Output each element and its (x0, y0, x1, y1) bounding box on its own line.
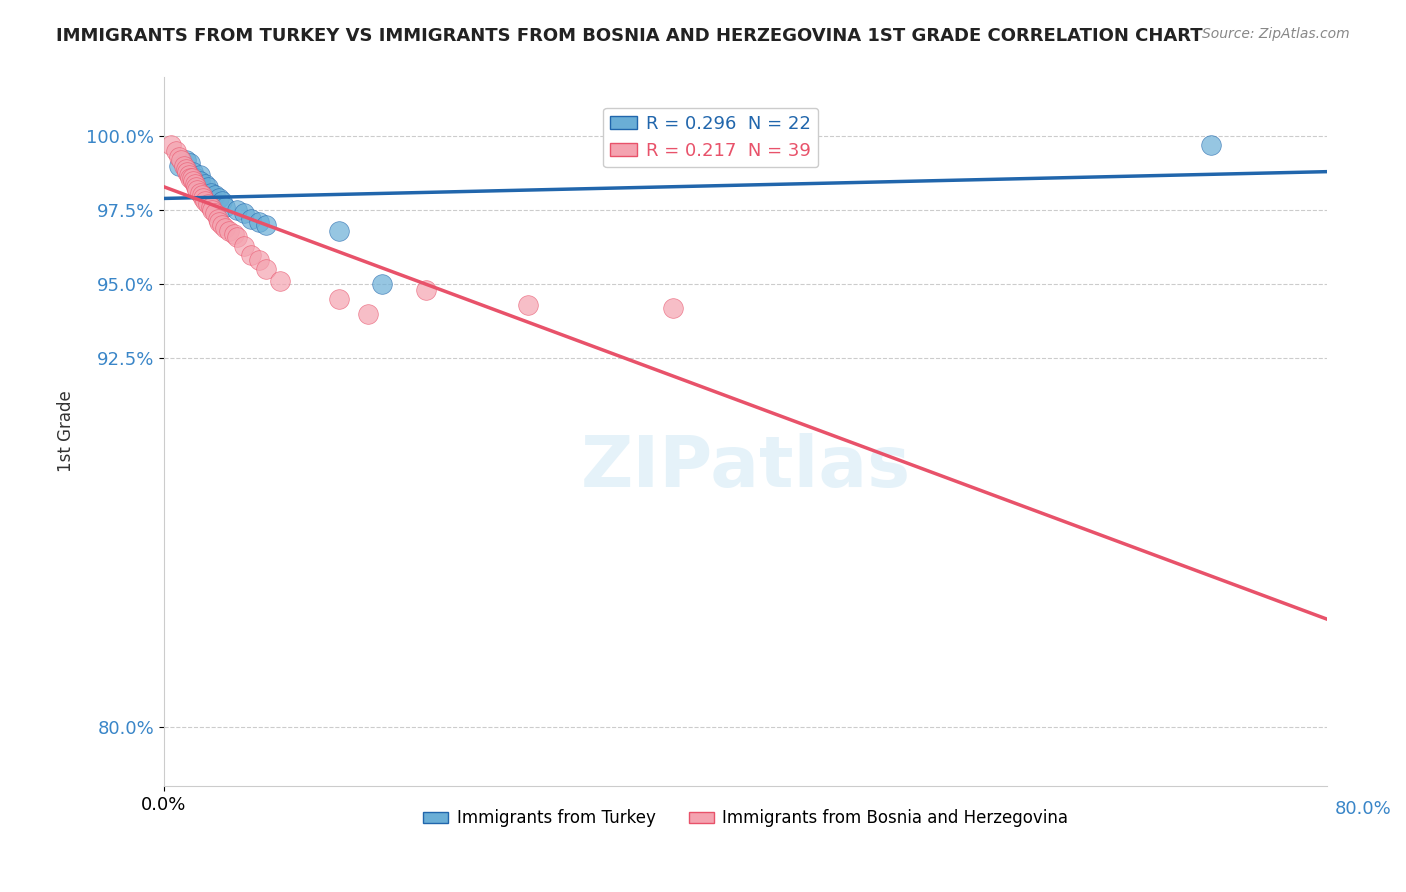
Point (165, 145, 187, 159)
Point (174, 153, 197, 167)
Text: 80.0%: 80.0% (1334, 799, 1391, 818)
Point (662, 301, 685, 315)
Text: IMMIGRANTS FROM TURKEY VS IMMIGRANTS FROM BOSNIA AND HERZEGOVINA 1ST GRADE CORRE: IMMIGRANTS FROM TURKEY VS IMMIGRANTS FRO… (56, 27, 1204, 45)
Point (197, 197, 219, 211)
Point (167, 150, 190, 164)
Point (415, 283, 437, 297)
Point (179, 170, 201, 185)
Point (179, 156, 201, 170)
Y-axis label: 1st Grade: 1st Grade (58, 391, 75, 473)
Point (176, 165, 198, 179)
Point (516, 298, 538, 312)
Point (240, 247, 263, 261)
Point (200, 200, 222, 214)
Point (197, 179, 219, 194)
Legend: Immigrants from Turkey, Immigrants from Bosnia and Herzegovina: Immigrants from Turkey, Immigrants from … (416, 803, 1074, 834)
Point (184, 170, 207, 185)
Point (193, 191, 215, 205)
Point (184, 179, 207, 194)
Point (208, 191, 231, 205)
Point (181, 165, 204, 179)
Point (225, 229, 247, 244)
Point (170, 153, 193, 167)
Point (204, 188, 226, 202)
Point (214, 200, 236, 214)
Point (247, 215, 270, 229)
Point (190, 174, 212, 188)
Point (194, 194, 217, 209)
Point (208, 215, 231, 229)
Point (247, 253, 270, 268)
Point (356, 307, 378, 321)
Point (233, 206, 256, 220)
Point (218, 224, 240, 238)
Text: ZIPatlas: ZIPatlas (581, 433, 911, 501)
Point (328, 292, 350, 306)
Point (177, 168, 200, 182)
Point (254, 262, 277, 277)
Point (328, 224, 350, 238)
Point (190, 186, 212, 200)
Point (240, 212, 263, 227)
Point (204, 206, 226, 220)
Point (222, 227, 245, 241)
Point (160, 138, 183, 153)
Point (183, 177, 205, 191)
Point (190, 168, 212, 182)
Point (173, 159, 195, 173)
Point (200, 186, 222, 200)
Point (180, 170, 202, 185)
Point (191, 188, 214, 202)
Point (254, 218, 277, 232)
Point (211, 194, 233, 209)
Point (225, 203, 247, 218)
Point (371, 277, 394, 291)
Point (207, 212, 229, 227)
Point (194, 177, 217, 191)
Point (233, 238, 256, 252)
Point (201, 203, 224, 218)
Text: Source: ZipAtlas.com: Source: ZipAtlas.com (1202, 27, 1350, 41)
Point (1199, 138, 1222, 153)
Point (214, 221, 236, 235)
Point (186, 183, 208, 197)
Point (167, 159, 190, 173)
Point (181, 174, 204, 188)
Point (174, 161, 197, 176)
Point (211, 218, 233, 232)
Point (269, 274, 291, 288)
